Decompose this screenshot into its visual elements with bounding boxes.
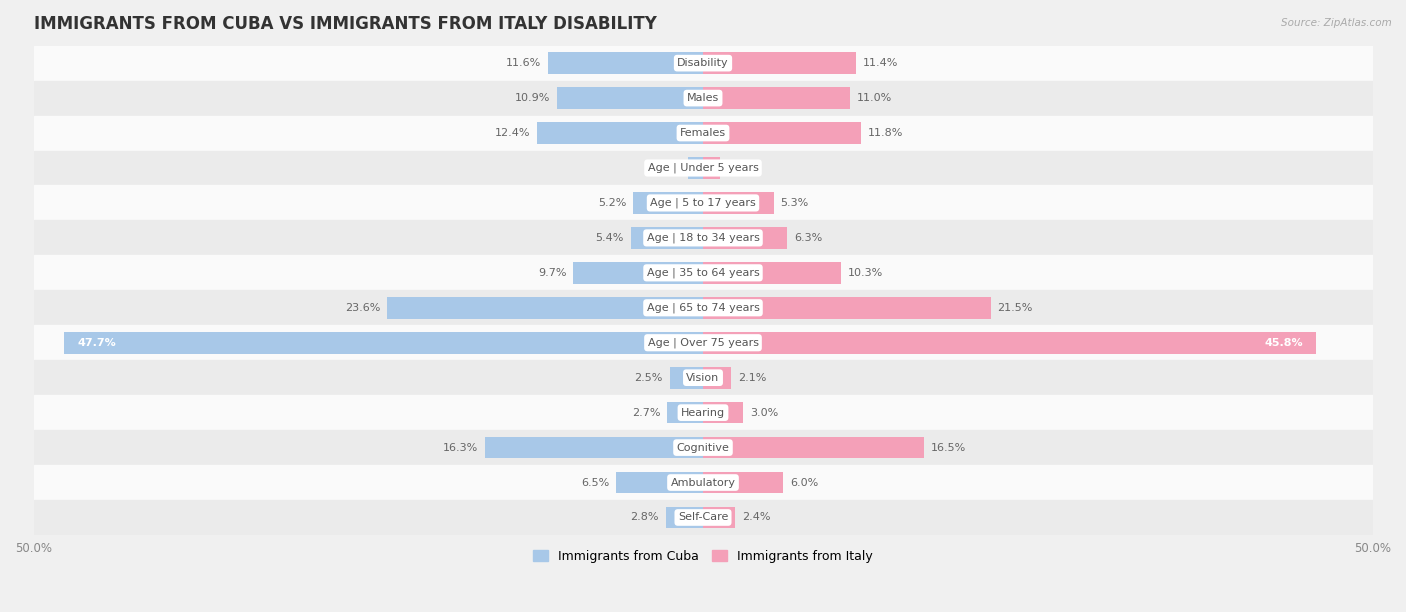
Bar — [665, 507, 703, 528]
Text: 5.3%: 5.3% — [780, 198, 808, 208]
Bar — [387, 297, 703, 319]
Bar — [485, 437, 703, 458]
Bar — [34, 185, 1372, 220]
Bar — [34, 395, 1372, 430]
Text: Age | 18 to 34 years: Age | 18 to 34 years — [647, 233, 759, 243]
Text: 6.0%: 6.0% — [790, 477, 818, 488]
Bar — [616, 472, 703, 493]
Text: 45.8%: 45.8% — [1264, 338, 1303, 348]
Text: 6.3%: 6.3% — [794, 233, 823, 243]
Bar — [65, 332, 703, 354]
Text: 47.7%: 47.7% — [77, 338, 117, 348]
Text: 3.0%: 3.0% — [749, 408, 778, 417]
Text: Cognitive: Cognitive — [676, 442, 730, 453]
Text: 6.5%: 6.5% — [581, 477, 609, 488]
Text: Hearing: Hearing — [681, 408, 725, 417]
Bar — [34, 255, 1372, 290]
Text: 2.8%: 2.8% — [630, 512, 659, 523]
Text: 1.3%: 1.3% — [727, 163, 755, 173]
Text: 11.6%: 11.6% — [506, 58, 541, 68]
Legend: Immigrants from Cuba, Immigrants from Italy: Immigrants from Cuba, Immigrants from It… — [529, 545, 877, 568]
Text: 11.4%: 11.4% — [862, 58, 897, 68]
Text: 16.5%: 16.5% — [931, 442, 966, 453]
Bar — [633, 192, 703, 214]
Text: 12.4%: 12.4% — [495, 128, 530, 138]
Text: 10.3%: 10.3% — [848, 268, 883, 278]
Text: 23.6%: 23.6% — [344, 303, 380, 313]
Text: Age | Under 5 years: Age | Under 5 years — [648, 163, 758, 173]
Bar — [689, 157, 703, 179]
Bar — [34, 116, 1372, 151]
Text: Ambulatory: Ambulatory — [671, 477, 735, 488]
Text: Source: ZipAtlas.com: Source: ZipAtlas.com — [1281, 18, 1392, 28]
Bar — [666, 402, 703, 424]
Text: 16.3%: 16.3% — [443, 442, 478, 453]
Text: 11.8%: 11.8% — [868, 128, 903, 138]
Text: 2.1%: 2.1% — [738, 373, 766, 382]
Bar — [574, 262, 703, 284]
Bar — [34, 465, 1372, 500]
Bar — [557, 88, 703, 109]
Bar — [703, 88, 851, 109]
Bar — [34, 290, 1372, 325]
Bar — [631, 227, 703, 248]
Text: Vision: Vision — [686, 373, 720, 382]
Text: 21.5%: 21.5% — [998, 303, 1033, 313]
Text: 2.4%: 2.4% — [742, 512, 770, 523]
Bar — [703, 367, 731, 389]
Bar — [703, 122, 860, 144]
Text: Self-Care: Self-Care — [678, 512, 728, 523]
Text: Age | 65 to 74 years: Age | 65 to 74 years — [647, 302, 759, 313]
Text: Females: Females — [681, 128, 725, 138]
Bar — [34, 325, 1372, 360]
Bar — [548, 52, 703, 74]
Bar — [703, 437, 924, 458]
Text: Age | 35 to 64 years: Age | 35 to 64 years — [647, 267, 759, 278]
Bar — [703, 227, 787, 248]
Text: 9.7%: 9.7% — [538, 268, 567, 278]
Text: 11.0%: 11.0% — [858, 93, 893, 103]
Text: 2.5%: 2.5% — [634, 373, 662, 382]
Text: Males: Males — [688, 93, 718, 103]
Text: 5.4%: 5.4% — [596, 233, 624, 243]
Text: Disability: Disability — [678, 58, 728, 68]
Bar — [703, 297, 991, 319]
Text: 2.7%: 2.7% — [631, 408, 661, 417]
Text: 5.2%: 5.2% — [599, 198, 627, 208]
Text: IMMIGRANTS FROM CUBA VS IMMIGRANTS FROM ITALY DISABILITY: IMMIGRANTS FROM CUBA VS IMMIGRANTS FROM … — [34, 15, 657, 33]
Bar — [34, 430, 1372, 465]
Bar — [34, 81, 1372, 116]
Bar — [703, 402, 744, 424]
Bar — [34, 220, 1372, 255]
Bar — [34, 46, 1372, 81]
Bar — [34, 151, 1372, 185]
Bar — [703, 472, 783, 493]
Bar — [703, 332, 1316, 354]
Bar — [703, 157, 720, 179]
Text: 1.1%: 1.1% — [654, 163, 682, 173]
Bar — [537, 122, 703, 144]
Text: 10.9%: 10.9% — [515, 93, 550, 103]
Bar — [703, 192, 773, 214]
Bar — [669, 367, 703, 389]
Bar — [703, 262, 841, 284]
Text: Age | Over 75 years: Age | Over 75 years — [648, 337, 758, 348]
Bar — [703, 507, 735, 528]
Bar — [703, 52, 856, 74]
Bar — [34, 360, 1372, 395]
Bar — [34, 500, 1372, 535]
Text: Age | 5 to 17 years: Age | 5 to 17 years — [650, 198, 756, 208]
